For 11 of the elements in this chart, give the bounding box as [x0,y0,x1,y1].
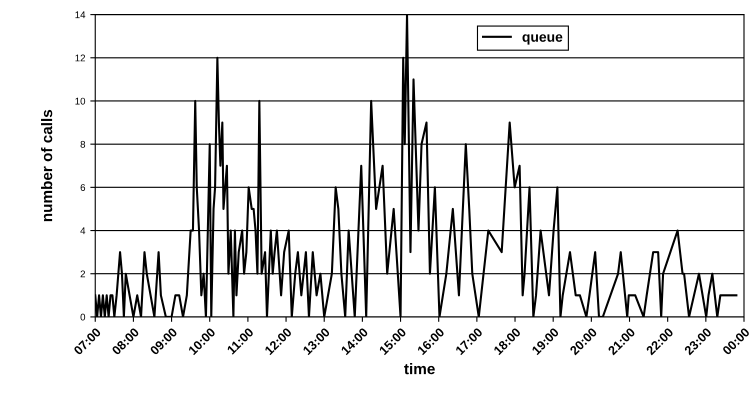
y-axis-title: number of calls [41,110,52,222]
y-tick-label: 8 [80,140,86,148]
legend-label: queue [522,34,562,45]
y-tick-label: 6 [80,184,86,191]
y-tick-label: 0 [80,314,86,321]
y-tick-label: 4 [80,227,86,234]
y-tick-label: 14 [75,11,86,18]
x-axis-title: time [404,363,435,374]
y-tick-label: 12 [75,54,86,62]
y-tick-label: 2 [80,270,86,278]
y-tick-label: 10 [75,98,86,105]
